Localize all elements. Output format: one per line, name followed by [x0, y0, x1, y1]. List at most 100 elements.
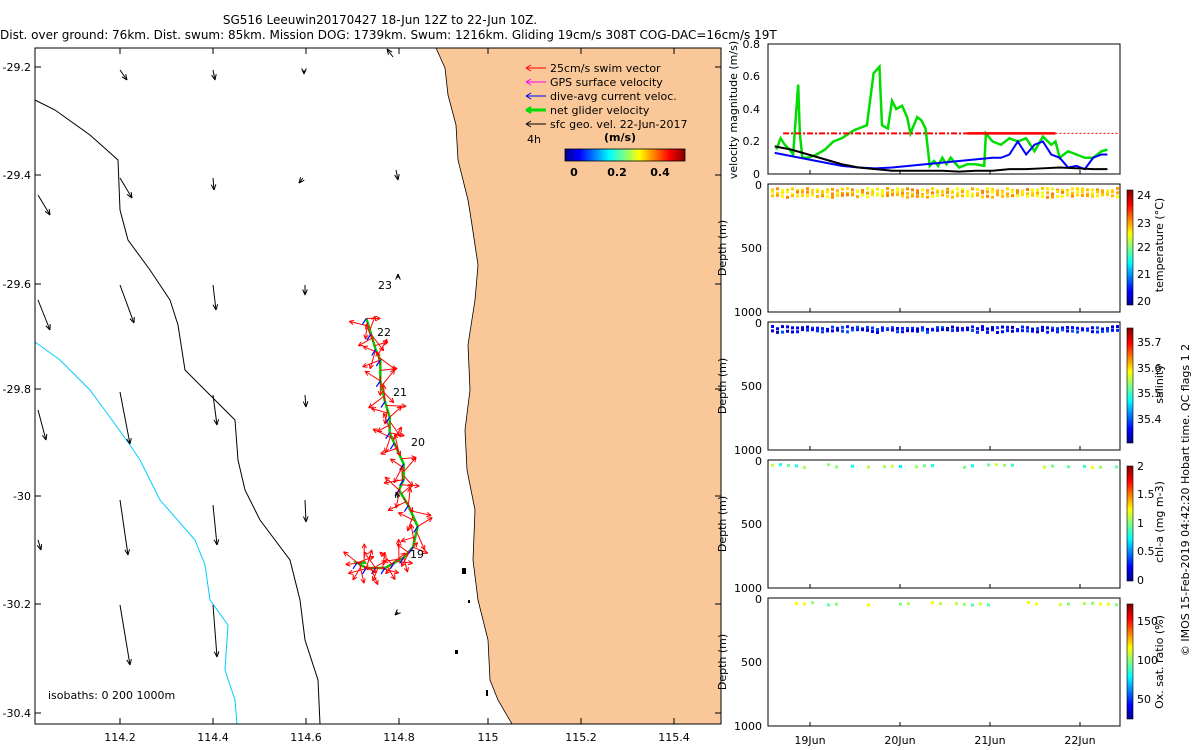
swim-vector — [368, 396, 385, 409]
scatter-dot — [926, 189, 929, 193]
scatter-dot — [1091, 465, 1094, 469]
scatter-dot — [835, 602, 838, 606]
scatter-dot — [1011, 463, 1014, 467]
scatter-dot — [1001, 330, 1004, 334]
scatter-dot — [1021, 190, 1024, 194]
scatter-dot — [1036, 194, 1039, 198]
legend-arrowhead-geo — [525, 120, 532, 128]
swim-vector — [380, 447, 397, 455]
scatter-dot — [836, 193, 839, 197]
swim-vector — [386, 405, 407, 407]
scatter-dot — [896, 193, 899, 197]
scatter-dot — [1096, 194, 1099, 198]
sal-depth-1000: 1000 — [734, 444, 762, 457]
scatter-dot — [801, 194, 804, 198]
ox-cb-100: 100 — [1137, 654, 1158, 667]
geo-vector-head — [394, 174, 400, 181]
scatter-dot — [931, 191, 934, 195]
scatter-dot — [906, 326, 909, 330]
geo-vector — [212, 504, 218, 546]
swim-vector-head — [396, 538, 402, 544]
swim-vector — [403, 557, 409, 573]
scatter-dot — [1041, 191, 1044, 195]
scatter-dot — [1001, 325, 1004, 329]
swim-vector — [380, 367, 398, 371]
swim-vector — [358, 337, 373, 347]
scatter-dot — [835, 465, 838, 469]
scatter-dot — [866, 325, 869, 329]
scatter-dot — [821, 194, 824, 198]
scatter-dot — [963, 465, 966, 469]
swim-vector-head — [375, 315, 381, 322]
current-vector — [375, 380, 381, 388]
scatter-dot — [795, 464, 798, 468]
current-vector — [380, 567, 386, 575]
scatter-dot — [931, 194, 934, 198]
swim-vector-head — [370, 406, 377, 413]
scatter-dot — [1101, 190, 1104, 194]
swim-vector-head — [381, 551, 387, 558]
scatter-dot — [971, 603, 974, 607]
scatter-dot — [1061, 194, 1064, 198]
swim-vector-head — [357, 341, 364, 347]
swim-vector — [364, 370, 381, 382]
sal-cb-35.7: 35.7 — [1137, 336, 1162, 349]
scatter-dot — [1021, 329, 1024, 333]
scatter-dot — [1081, 328, 1084, 332]
scatter-dot — [1071, 326, 1074, 330]
swim-vector — [389, 552, 406, 566]
velocity-series — [774, 63, 1120, 173]
swim-vector-head — [411, 457, 417, 463]
scatter-dot — [796, 330, 799, 334]
scatter-dot — [923, 464, 926, 468]
scatter-dot — [826, 195, 829, 199]
scatter-dot — [891, 189, 894, 193]
scatter-dot — [801, 188, 804, 192]
scatter-dot — [966, 189, 969, 193]
geo-vector-head — [395, 491, 401, 499]
scatter-dot — [881, 326, 884, 330]
scatter-dot — [841, 193, 844, 197]
scatter-dot — [811, 188, 814, 192]
ox-depth-500: 500 — [741, 656, 762, 669]
geo-vector — [395, 169, 399, 181]
scatter-dot — [806, 187, 809, 191]
scatter-dot — [956, 187, 959, 191]
scatter-dot — [896, 330, 899, 334]
scatter-dot — [866, 195, 869, 199]
scatter-dot — [1056, 194, 1059, 198]
swim-vector-head — [403, 567, 409, 573]
scatter-dot — [1091, 601, 1094, 605]
scatter-dot — [1006, 192, 1009, 196]
current-vector — [352, 562, 358, 570]
legend-4h: 4h — [527, 133, 541, 146]
scatter-dot — [1061, 190, 1064, 194]
scatter-dot — [986, 187, 989, 191]
map-xtick-114.6: 114.6 — [290, 731, 322, 744]
geo-vector-head — [386, 48, 393, 55]
xdate-19Jun: 19Jun — [794, 734, 825, 747]
map-xtick-115.4: 115.4 — [658, 731, 690, 744]
swim-vector — [398, 512, 416, 522]
scatter-dot — [987, 463, 990, 467]
swim-vector — [412, 546, 429, 554]
oxygen-frame — [767, 597, 1121, 727]
scatter-dot — [899, 465, 902, 469]
scatter-dot — [1101, 329, 1104, 333]
scatter-dot — [1115, 603, 1118, 607]
geo-vector-head — [124, 549, 131, 556]
temp-cb-22: 22 — [1137, 241, 1151, 254]
scatter-dot — [811, 328, 814, 332]
scatter-dot — [1016, 194, 1019, 198]
current-vector — [366, 333, 372, 341]
legend-label-swim: 25cm/s swim vector — [550, 62, 661, 75]
swim-vector-head — [406, 526, 412, 532]
scatter-dot — [921, 328, 924, 332]
scatter-dot — [1111, 190, 1114, 194]
scatter-dot — [891, 464, 894, 468]
scatter-dot — [931, 187, 934, 191]
swim-vector — [356, 556, 375, 564]
velocity-frame — [767, 43, 1121, 175]
scatter-dot — [851, 464, 854, 468]
geo-vector-head — [302, 289, 308, 296]
